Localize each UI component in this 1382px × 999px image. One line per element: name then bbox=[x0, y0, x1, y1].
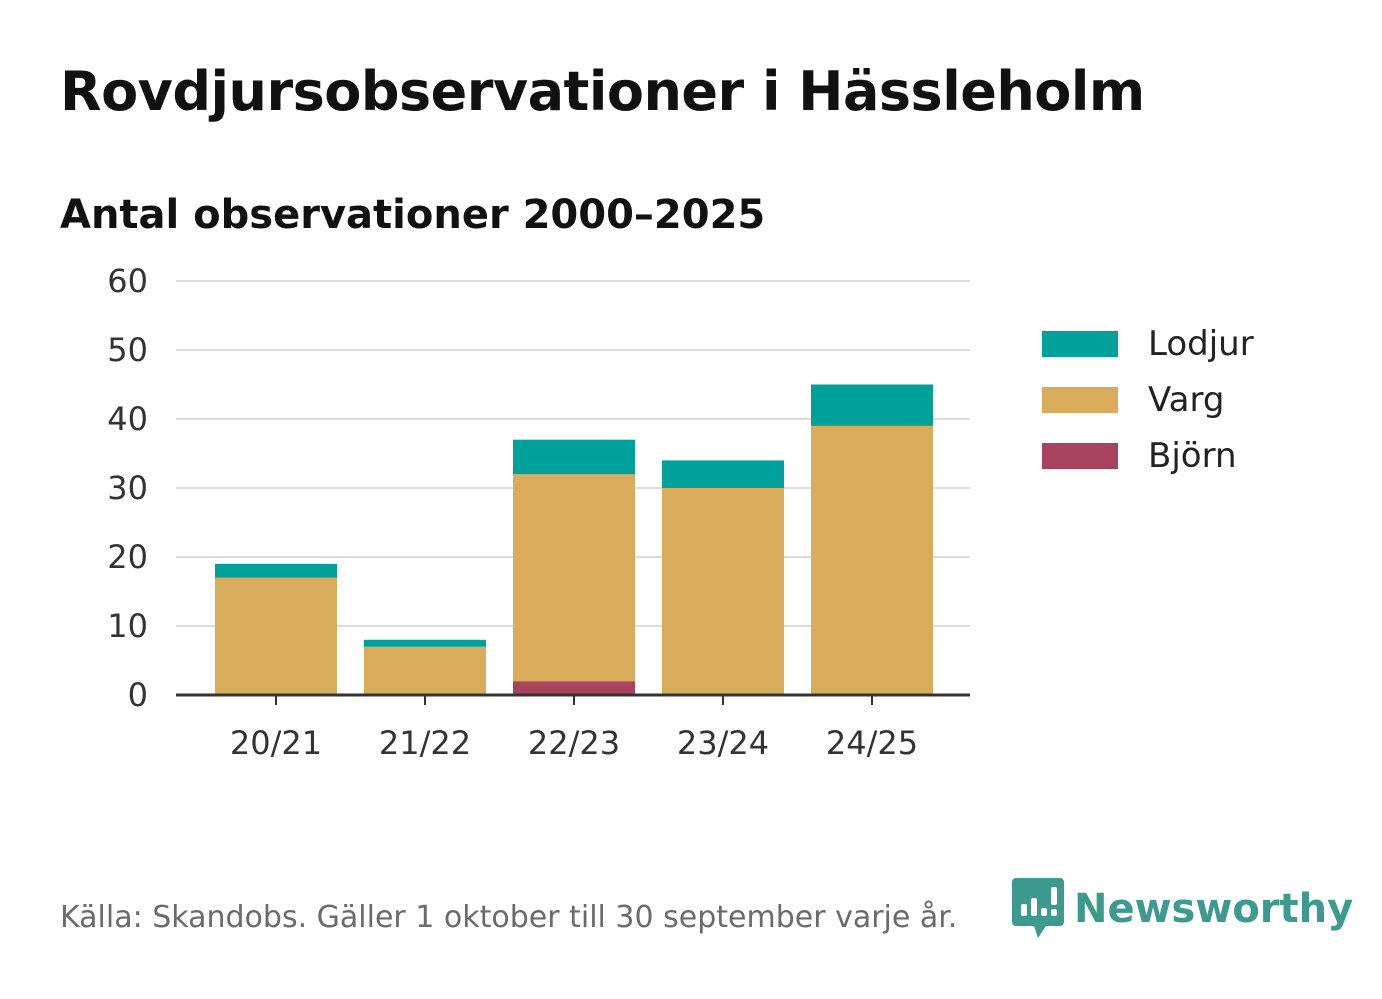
bar-lodjur-24-25 bbox=[811, 384, 933, 426]
bar-lodjur-21-22 bbox=[364, 639, 486, 647]
legend-label-varg: Varg bbox=[1148, 380, 1225, 420]
y-tick-label: 30 bbox=[107, 469, 148, 507]
y-tick-label: 40 bbox=[107, 400, 148, 438]
x-tick-label: 20/21 bbox=[230, 724, 322, 762]
bar-varg-23-24 bbox=[662, 488, 784, 695]
legend-item-varg: Varg bbox=[1042, 372, 1254, 428]
legend-label-bjorn: Björn bbox=[1148, 436, 1237, 476]
x-tick-label: 23/24 bbox=[677, 724, 769, 762]
bar-lodjur-20-21 bbox=[215, 563, 337, 578]
bar-varg-20-21 bbox=[215, 577, 337, 695]
y-tick-label: 0 bbox=[128, 676, 148, 714]
legend-swatch-lodjur bbox=[1042, 331, 1118, 357]
legend-item-bjorn: Björn bbox=[1042, 428, 1254, 484]
x-tick-label: 22/23 bbox=[528, 724, 620, 762]
bar-bjorn-22-23 bbox=[513, 681, 635, 695]
y-tick-label: 20 bbox=[107, 538, 148, 576]
bars bbox=[215, 384, 933, 695]
newsworthy-logo-icon bbox=[1012, 878, 1064, 938]
legend-label-lodjur: Lodjur bbox=[1148, 324, 1254, 364]
bar-lodjur-23-24 bbox=[662, 460, 784, 488]
bar-lodjur-22-23 bbox=[513, 439, 635, 475]
bar-varg-24-25 bbox=[811, 425, 933, 695]
brand-name: Newsworthy bbox=[1074, 886, 1354, 932]
x-tick-label: 21/22 bbox=[379, 724, 471, 762]
y-tick-label: 60 bbox=[107, 262, 148, 300]
y-tick-label: 10 bbox=[107, 607, 148, 645]
x-tick-label: 24/25 bbox=[826, 724, 918, 762]
legend-swatch-varg bbox=[1042, 387, 1118, 413]
legend-swatch-bjorn bbox=[1042, 443, 1118, 469]
chart-title: Rovdjursobservationer i Hässleholm bbox=[60, 60, 1145, 123]
y-tick-label: 50 bbox=[107, 331, 148, 369]
bar-varg-22-23 bbox=[513, 474, 635, 682]
stacked-bar-chart: 0 10 20 30 40 50 60 20/21 21/22 22/23 23/24 24/25 bbox=[107, 262, 970, 762]
legend-item-lodjur: Lodjur bbox=[1042, 316, 1254, 372]
legend: Lodjur Varg Björn bbox=[1042, 316, 1254, 484]
bar-varg-21-22 bbox=[364, 646, 486, 695]
x-axis-ticks: 20/21 21/22 22/23 23/24 24/25 bbox=[230, 695, 918, 762]
y-axis-ticks: 0 10 20 30 40 50 60 bbox=[107, 262, 148, 714]
brand[interactable]: Newsworthy bbox=[1012, 878, 1353, 940]
chart-subtitle: Antal observationer 2000–2025 bbox=[60, 192, 766, 238]
source-note: Källa: Skandobs. Gäller 1 oktober till 3… bbox=[60, 900, 958, 935]
